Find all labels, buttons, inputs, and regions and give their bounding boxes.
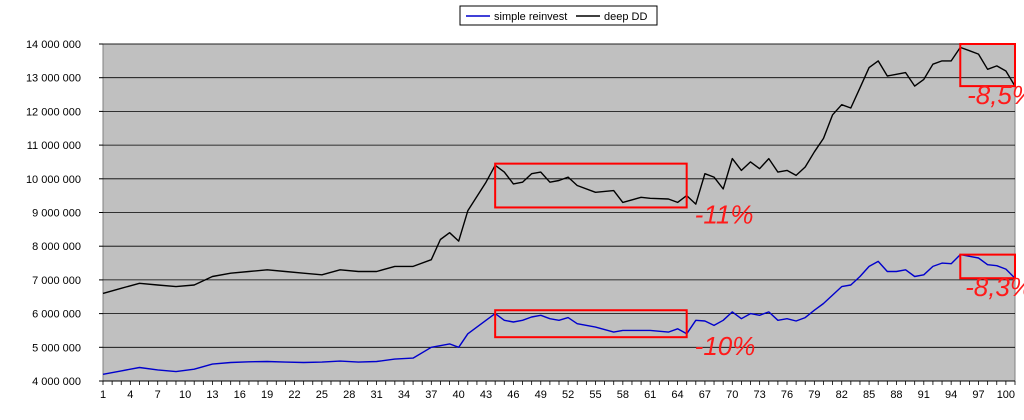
series-lines [102, 46, 1016, 375]
annotation-label: -8,3% [965, 272, 1024, 302]
x-tick-label: 28 [343, 389, 355, 401]
x-tick-label: 67 [699, 389, 711, 401]
legend-label-deep-dd: deep DD [604, 11, 647, 23]
x-tick-label: 16 [234, 389, 246, 401]
x-tick-label: 61 [644, 389, 656, 401]
y-tick-label: 11 000 000 [27, 140, 81, 152]
x-tick-label: 100 [997, 389, 1015, 401]
x-tick-label: 88 [890, 389, 902, 401]
annotation-box [959, 43, 1017, 88]
x-tick-label: 97 [972, 389, 984, 401]
x-tick-label: 91 [918, 389, 930, 401]
x-tick-label: 37 [425, 389, 437, 401]
annotation-box [494, 309, 688, 339]
x-tick-label: 4 [127, 389, 133, 401]
y-tick-label: 9 000 000 [32, 208, 81, 220]
x-tick-label: 49 [535, 389, 547, 401]
x-tick-label: 43 [480, 389, 492, 401]
x-tick-label: 34 [398, 389, 410, 401]
x-tick-label: 79 [808, 389, 820, 401]
x-tick-label: 13 [206, 389, 218, 401]
annotation-label: -11% [695, 199, 754, 229]
x-tick-label: 10 [179, 389, 191, 401]
x-tick-label: 82 [836, 389, 848, 401]
x-axis-ticks: 1 4 7 10 13 16 19 22 25 28 31 34 37 40 43 46 49 52 55 58 61 6… [100, 380, 1016, 401]
x-tick-label: 25 [316, 389, 328, 401]
x-tick-label: 31 [370, 389, 382, 401]
y-tick-label: 13 000 000 [26, 73, 81, 85]
x-tick-label: 85 [863, 389, 875, 401]
x-tick-label: 7 [155, 389, 161, 401]
y-tick-label: 7 000 000 [32, 275, 81, 287]
x-tick-label: 19 [261, 389, 273, 401]
y-tick-label: 5 000 000 [32, 342, 81, 354]
legend-box [459, 5, 658, 26]
annotation-label: -10% [695, 331, 756, 361]
annotation-label: -8,5% [967, 80, 1024, 110]
x-tick-label: 58 [617, 389, 629, 401]
x-tick-label: 64 [671, 389, 683, 401]
x-tick-label: 52 [562, 389, 574, 401]
annotation-box [494, 162, 688, 209]
y-axis-ticks: 4 000 000 5 000 000 6 000 000 7 000 000 8 00… [26, 39, 103, 388]
annotation-box [959, 253, 1017, 280]
y-tick-label: 6 000 000 [32, 309, 81, 321]
legend-label-simple-reinvest: simple reinvest [494, 11, 567, 23]
y-tick-label: 14 000 000 [26, 39, 81, 51]
legend: simple reinvest deep DD [459, 5, 658, 26]
x-tick-label: 1 [100, 389, 106, 401]
x-tick-label: 55 [589, 389, 601, 401]
x-tick-label: 76 [781, 389, 793, 401]
x-tick-label: 70 [726, 389, 738, 401]
y-tick-label: 10 000 000 [26, 174, 81, 186]
x-tick-label: 46 [507, 389, 519, 401]
x-tick-label: 22 [288, 389, 300, 401]
x-tick-label: 94 [945, 389, 957, 401]
y-tick-label: 4 000 000 [32, 376, 81, 388]
annotations: -11% -10% -8,5% -8,3% [494, 43, 1024, 361]
x-tick-label: 40 [453, 389, 465, 401]
y-tick-label: 8 000 000 [32, 241, 81, 253]
series-line-deep-dd [102, 46, 1016, 295]
x-tick-label: 73 [754, 389, 766, 401]
series-line-simple-reinvest [102, 253, 1016, 375]
y-tick-label: 12 000 000 [26, 106, 81, 118]
